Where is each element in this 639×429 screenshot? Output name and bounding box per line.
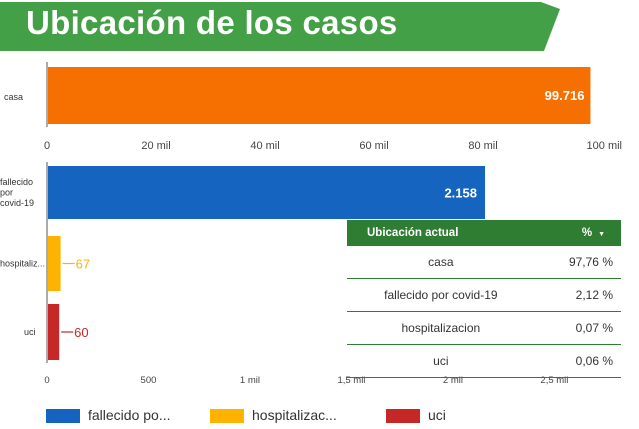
category-label-fallecido: fallecido [0,177,33,187]
title-banner [0,2,560,51]
table-row: hospitalizacion 0,07 % [347,311,621,345]
bar-fallecido[interactable] [48,166,485,219]
table-row: casa 97,76 % [347,246,621,279]
x-tick-label: 40 mil [250,140,279,152]
column-header-location[interactable]: Ubicación actual [347,220,535,246]
x-tick-label: 60 mil [359,140,388,152]
x-tick-label: 0 [44,140,50,152]
page-title: Ubicación de los casos [26,4,398,41]
row-location: hospitalizacion [347,311,535,345]
table-row: fallecido por covid-19 2,12 % [347,278,621,312]
row-percent: 0,07 % [534,311,621,345]
legend-label: hospitalizac... [252,407,337,423]
x-tick-label: 500 [141,375,157,386]
bar-uci[interactable] [48,304,60,360]
x-tick-label: 1 mil [240,375,260,386]
sort-desc-icon[interactable]: ▼ [598,231,605,238]
category-label-fallecido: por [0,188,13,198]
data-label-fallecido: 2.158 [444,186,477,201]
x-tick-label: 2,5 mil [540,375,568,386]
row-percent: 0,06 % [534,344,621,378]
data-label-hospitalizacion: 67 [76,257,90,272]
row-location: fallecido por covid-19 [347,278,535,312]
table-row: uci 0,06 % [347,344,621,378]
x-tick-label: 0 [44,375,49,386]
x-tick-label: 2 mil [443,375,463,386]
row-location: uci [347,344,535,378]
category-label-casa: casa [4,92,23,102]
table-header-row: Ubicación actual % ▼ [347,220,621,246]
x-tick-label: 100 mil [587,140,622,152]
row-percent: 97,76 % [534,246,621,279]
legend-label: uci [428,407,446,423]
bar-hospitalizacion[interactable] [48,236,61,291]
row-location: casa [347,246,535,279]
x-tick-label: 20 mil [141,140,170,152]
legend-swatch-fallecido [46,409,80,423]
casa-bar-chart: 99.716 casa 0 20 mil 40 mil 60 mil 80 mil 100 m… [4,62,622,152]
legend-swatch-uci [386,409,420,423]
legend-swatch-hospitalizacion [210,409,244,423]
legend-label: fallecido po... [88,407,171,423]
location-table: Ubicación actual % ▼ casa 97,76 % falleci… [347,220,621,378]
category-label-uci: uci [24,327,36,337]
row-percent: 2,12 % [534,278,621,312]
bar-casa[interactable] [48,67,591,124]
percent-header-label: % [581,227,593,239]
category-label-fallecido: covid-19 [0,198,34,208]
x-tick-label: 80 mil [468,140,497,152]
data-label-uci: 60 [74,325,88,340]
data-label-casa: 99.716 [545,88,585,103]
category-label-hospitalizacion: hospitaliz... [0,259,45,269]
column-header-percent[interactable]: % ▼ [534,220,621,246]
x-tick-label: 1,5 mil [337,375,365,386]
